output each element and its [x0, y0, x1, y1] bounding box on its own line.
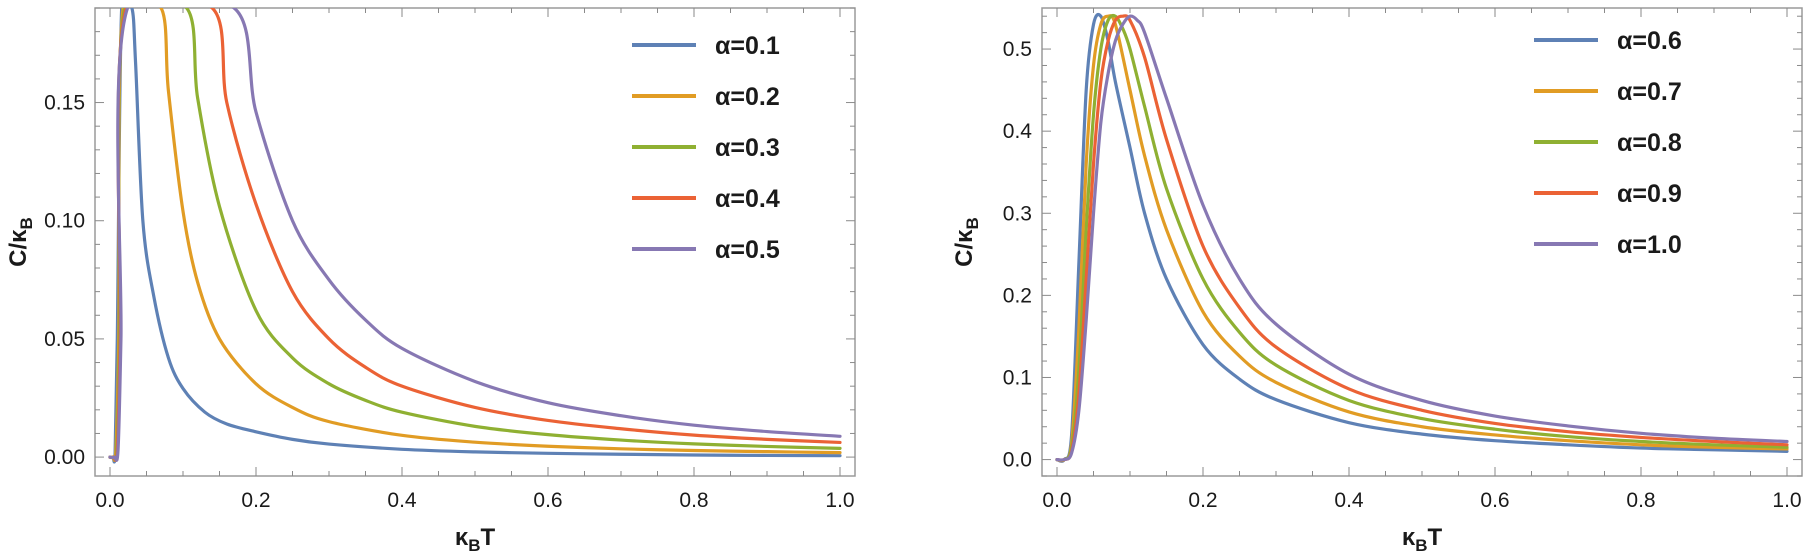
series-line-4	[108, 8, 842, 462]
legend-label: α=0.4	[715, 185, 780, 213]
legend-label: α=0.9	[1617, 180, 1682, 208]
y-tick-label: 0.1	[1003, 366, 1032, 389]
tick-labels: 0.0 0.2 0.4 0.6 0.8 1.0 0.0 0.1 0.2 0.3 0.4 0.5	[1003, 38, 1802, 512]
series-line-2	[108, 8, 842, 462]
legend-label: α=0.6	[1617, 27, 1682, 55]
x-tick-label: 0.2	[1188, 489, 1217, 512]
x-tick-label: 0.6	[1480, 489, 1509, 512]
y-tick-label: 0.5	[1003, 38, 1032, 61]
x-tick-label: 0.0	[1042, 489, 1071, 512]
legend-label: α=0.5	[715, 236, 780, 264]
x-tick-label: 1.0	[825, 489, 854, 512]
legend-label: α=0.2	[715, 83, 780, 111]
x-tick-label: 0.2	[241, 489, 270, 512]
x-tick-label: 1.0	[1772, 489, 1801, 512]
series-line-1	[108, 8, 842, 464]
series-line-3	[108, 8, 842, 462]
chart-right: 0.0 0.2 0.4 0.6 0.8 1.0 0.0 0.1 0.2 0.3 0.4 0.5 α=0…	[951, 7, 1803, 555]
series-line-5	[1055, 14, 1789, 462]
x-tick-label: 0.0	[95, 489, 124, 512]
y-tick-label: 0.4	[1003, 120, 1033, 143]
legend-label: α=0.3	[715, 134, 780, 162]
legend: α=0.6 α=0.7 α=0.8 α=0.9 α=1.0	[1534, 27, 1682, 259]
x-tick-label: 0.4	[1334, 489, 1364, 512]
plot-frame	[1041, 7, 1803, 477]
x-axis-label: κBT	[1402, 524, 1443, 554]
y-tick-label: 0.10	[44, 210, 85, 233]
y-tick-label: 0.15	[44, 92, 85, 115]
y-axis-label: C/κB	[5, 217, 36, 267]
series-line-5	[108, 8, 842, 462]
tick-labels: 0.0 0.2 0.4 0.6 0.8 1.0 0.00 0.05 0.10 0.15	[44, 92, 854, 512]
chart-left: 0.0 0.2 0.4 0.6 0.8 1.0 0.00 0.05 0.10 0.15 α=0.1…	[5, 7, 856, 555]
legend-label: α=1.0	[1617, 231, 1682, 259]
legend-label: α=0.1	[715, 32, 780, 60]
series-line-1	[1055, 12, 1789, 463]
axis-ticks	[1042, 8, 1802, 477]
legend: α=0.1 α=0.2 α=0.3 α=0.4 α=0.5	[632, 32, 780, 264]
y-tick-label: 0.00	[44, 446, 85, 469]
x-tick-label: 0.6	[533, 489, 562, 512]
axis-ticks	[95, 7, 855, 476]
series-line-4	[1055, 14, 1789, 462]
series-line-2	[1055, 14, 1789, 463]
series-line-3	[1055, 13, 1789, 463]
y-axis-label: C/κB	[951, 217, 982, 267]
legend-label: α=0.7	[1617, 78, 1682, 106]
x-tick-label: 0.4	[387, 489, 417, 512]
x-tick-label: 0.8	[1626, 489, 1655, 512]
x-tick-label: 0.8	[679, 489, 708, 512]
y-tick-label: 0.05	[44, 328, 85, 351]
y-tick-label: 0.2	[1003, 284, 1032, 307]
legend-label: α=0.8	[1617, 129, 1682, 157]
y-tick-label: 0.0	[1003, 449, 1032, 472]
series-group	[1055, 12, 1789, 463]
series-group	[108, 8, 842, 464]
y-tick-label: 0.3	[1003, 202, 1032, 225]
x-axis-label: κBT	[455, 524, 496, 554]
